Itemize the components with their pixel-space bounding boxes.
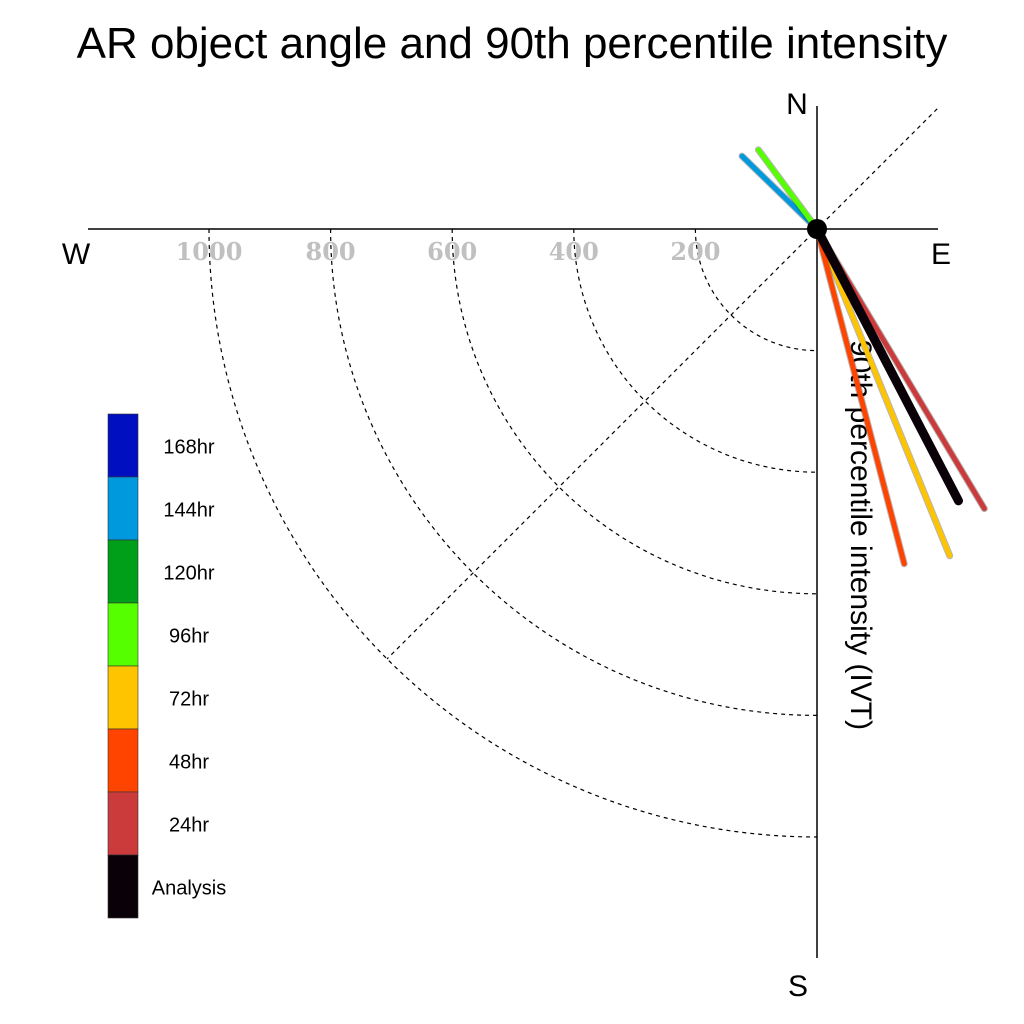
- radial-tick-1000: 1000: [176, 237, 243, 266]
- chart-title: AR object angle and 90th percentile inte…: [77, 19, 948, 68]
- compass-south-label: S: [788, 970, 808, 1003]
- radial-ring-1000: [208, 228, 818, 838]
- legend-label-120hr: 120hr: [163, 563, 214, 585]
- compass-axes: [88, 106, 938, 958]
- vector-Analysis: [812, 224, 963, 506]
- legend-label-24hr: 24hr: [169, 815, 209, 837]
- vector-96hr: [755, 147, 820, 232]
- legend-swatch-96hr: [107, 602, 139, 667]
- legend: 168hr 144hr 120hr 96hr 72hr 48hr 24hr Analysis: [107, 413, 226, 919]
- legend-swatch-24hr: [107, 791, 139, 856]
- vector-series: [738, 146, 988, 568]
- radial-ring-800: [330, 228, 818, 716]
- legend-label-72hr: 72hr: [169, 689, 209, 711]
- legend-swatch-144hr: [107, 476, 139, 541]
- radial-tick-600: 600: [427, 237, 477, 266]
- legend-label-144hr: 144hr: [163, 500, 214, 522]
- legend-label-96hr: 96hr: [169, 626, 209, 648]
- compass-west-label: W: [62, 238, 91, 271]
- origin-marker: [807, 219, 827, 239]
- radial-ring-200: [694, 228, 818, 352]
- vector-144hr: [739, 153, 820, 232]
- compass-north-label: N: [786, 88, 808, 121]
- legend-swatch-Analysis: [107, 854, 139, 919]
- radial-tick-800: 800: [306, 237, 356, 266]
- radial-tick-200: 200: [670, 237, 720, 266]
- legend-swatch-168hr: [107, 413, 139, 478]
- legend-swatch-72hr: [107, 665, 139, 730]
- legend-label-48hr: 48hr: [169, 752, 209, 774]
- vector-48hr: [814, 226, 907, 567]
- radial-tick-400: 400: [549, 237, 599, 266]
- legend-swatch-48hr: [107, 728, 139, 793]
- legend-swatch-120hr: [107, 539, 139, 604]
- compass-east-label: E: [931, 238, 951, 271]
- polar-grid: [208, 108, 938, 838]
- diagonal-guide-line: [386, 108, 938, 660]
- legend-label-168hr: 168hr: [163, 437, 214, 459]
- radial-tick-labels: 1000 800 600 400 200: [176, 237, 721, 266]
- legend-label-Analysis: Analysis: [152, 878, 226, 900]
- vector-72hr: [814, 226, 953, 559]
